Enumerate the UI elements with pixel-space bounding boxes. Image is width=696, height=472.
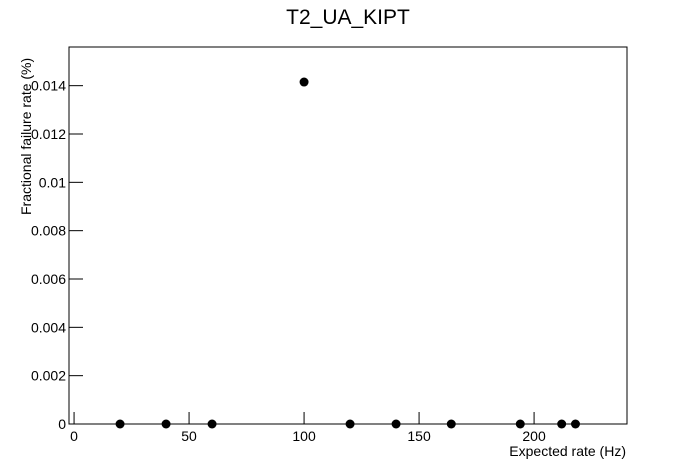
x-tick-label: 150	[407, 428, 431, 444]
x-axis-label: Expected rate (Hz)	[509, 443, 626, 459]
y-axis-label: Fractional failure rate (%)	[18, 58, 34, 215]
y-tick-label: 0.012	[31, 126, 66, 142]
y-tick-label: 0.004	[31, 319, 66, 335]
y-tick-label: 0.014	[31, 78, 66, 94]
x-tick-label: 200	[522, 428, 546, 444]
y-tick-label: 0	[58, 416, 66, 432]
point	[345, 419, 355, 429]
y-tick-label: 0.002	[31, 368, 66, 384]
point	[299, 77, 309, 87]
y-tick-label: 0.01	[39, 174, 66, 190]
plot-frame	[68, 46, 628, 425]
point	[115, 419, 125, 429]
y-tick-label: 0.008	[31, 223, 66, 239]
point	[391, 419, 401, 429]
point	[557, 419, 567, 429]
x-tick-label: 0	[70, 428, 78, 444]
y-tick-label: 0.006	[31, 271, 66, 287]
x-tick-label: 50	[181, 428, 197, 444]
point	[515, 419, 525, 429]
point	[207, 419, 217, 429]
point	[446, 419, 456, 429]
chart-title: T2_UA_KIPT	[286, 6, 410, 29]
point	[161, 419, 171, 429]
x-tick-label: 100	[292, 428, 316, 444]
point	[570, 419, 580, 429]
